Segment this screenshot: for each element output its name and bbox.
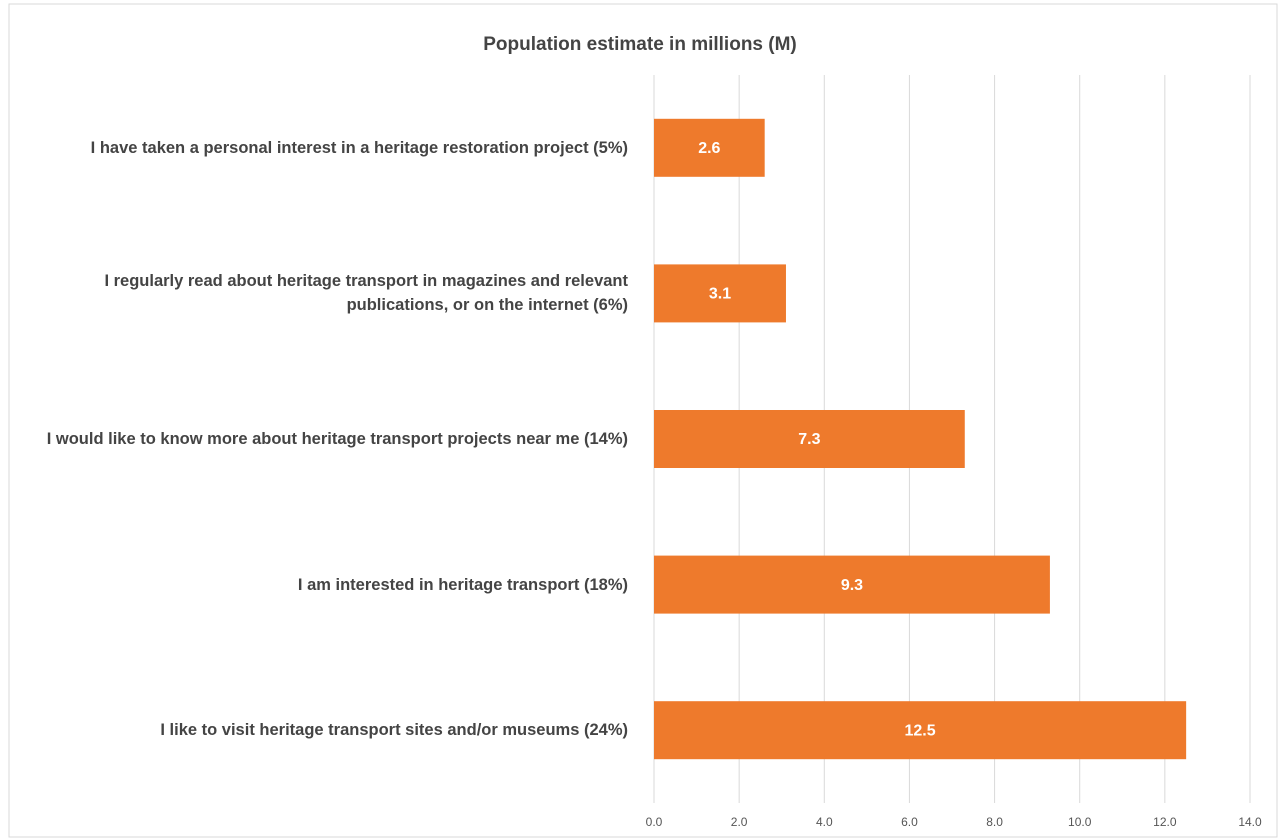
x-tick-label: 4.0 bbox=[816, 815, 833, 829]
bar bbox=[654, 118, 765, 177]
y-tick-label: I would like to know more about heritage… bbox=[46, 430, 628, 448]
x-tick-label: 12.0 bbox=[1153, 815, 1177, 829]
x-tick-label: 10.0 bbox=[1068, 815, 1092, 829]
y-tick-label: I have taken a personal interest in a he… bbox=[90, 138, 628, 157]
x-tick-label: 0.0 bbox=[646, 815, 663, 829]
bar bbox=[654, 701, 1187, 760]
y-tick-label: I regularly read about heritage transpor… bbox=[104, 272, 628, 315]
bar bbox=[654, 410, 965, 468]
data-label: 12.5 bbox=[905, 722, 936, 739]
x-tick-label: 2.0 bbox=[731, 815, 748, 829]
x-tick-label: 14.0 bbox=[1238, 815, 1262, 829]
data-label: 9.3 bbox=[841, 577, 863, 594]
chart-title: Population estimate in millions (M) bbox=[483, 34, 797, 55]
x-tick-label: 6.0 bbox=[901, 815, 918, 829]
data-label: 2.6 bbox=[698, 140, 720, 157]
data-label: 3.1 bbox=[709, 286, 731, 303]
y-tick-label: I am interested in heritage transport (1… bbox=[297, 575, 628, 594]
bar bbox=[654, 264, 786, 323]
data-label: 7.3 bbox=[798, 431, 820, 448]
chart-border bbox=[8, 3, 1278, 838]
bar bbox=[654, 555, 1050, 614]
y-tick-label: I like to visit heritage transport sites… bbox=[160, 721, 628, 740]
x-tick-label: 8.0 bbox=[986, 815, 1003, 829]
